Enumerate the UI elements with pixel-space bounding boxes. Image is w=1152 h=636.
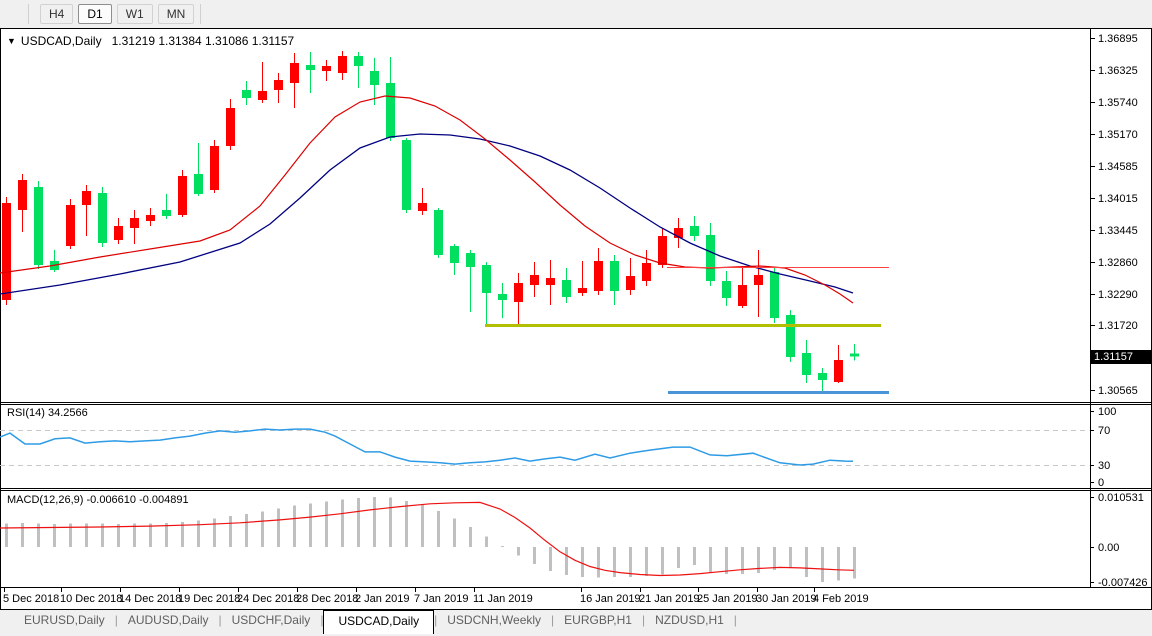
tab-audusd-daily[interactable]: AUDUSD,Daily bbox=[127, 613, 209, 627]
timeframe-toolbar: H4 D1 W1 MN bbox=[0, 0, 1152, 29]
price-axis[interactable] bbox=[1090, 30, 1152, 587]
rsi-indicator-label: RSI(14) 34.2566 bbox=[7, 407, 88, 419]
date-axis[interactable] bbox=[0, 588, 1090, 609]
tab-usdcnh-weekly[interactable]: USDCNH,Weekly bbox=[447, 613, 542, 627]
tab-eurgbp-h1[interactable]: EURGBP,H1 bbox=[564, 613, 632, 627]
symbol-tab-bar: EURUSD,Daily | AUDUSD,Daily | USDCHF,Daily | U… bbox=[0, 610, 1152, 636]
rsi-name: RSI(14) bbox=[7, 407, 45, 419]
tab-usdchf-daily[interactable]: USDCHF,Daily bbox=[231, 613, 311, 627]
chevron-down-icon[interactable]: ▼ bbox=[7, 36, 16, 46]
timeframe-button-w1[interactable]: W1 bbox=[116, 4, 153, 24]
tab-separator: | bbox=[733, 613, 737, 627]
chart-rsi-splitter[interactable] bbox=[0, 400, 1090, 406]
macd-values: -0.006610 -0.004891 bbox=[86, 494, 189, 506]
chart-symbol-label: USDCAD,Daily bbox=[20, 34, 102, 48]
rsi-value: 34.2566 bbox=[47, 407, 88, 419]
tab-eurusd-daily[interactable]: EURUSD,Daily bbox=[24, 613, 105, 627]
rsi-macd-splitter[interactable] bbox=[0, 486, 1090, 492]
tab-separator: | bbox=[114, 613, 118, 627]
toolbar-separator bbox=[200, 4, 202, 24]
timeframe-button-d1[interactable]: D1 bbox=[78, 4, 112, 24]
tab-separator: | bbox=[641, 613, 646, 627]
timeframe-button-mn[interactable]: MN bbox=[157, 4, 195, 24]
macd-indicator-label: MACD(12,26,9) -0.006610 -0.004891 bbox=[7, 494, 189, 506]
tab-nzdusd-h1[interactable]: NZDUSD,H1 bbox=[655, 613, 724, 627]
tab-separator: | bbox=[434, 613, 438, 627]
tab-separator: | bbox=[551, 613, 555, 627]
chart-ohlc-quote: 1.31219 1.31384 1.31086 1.31157 bbox=[111, 34, 295, 48]
macd-name: MACD(12,26,9) bbox=[7, 494, 84, 506]
chart-title: ▼ USDCAD,Daily 1.31219 1.31384 1.31086 1.3… bbox=[7, 34, 294, 48]
tab-usdcad-daily[interactable]: USDCAD,Daily bbox=[323, 610, 435, 634]
current-price-badge: 1.31157 bbox=[1091, 350, 1152, 364]
tab-separator: | bbox=[320, 613, 324, 627]
timeframe-button-h4[interactable]: H4 bbox=[40, 4, 74, 24]
tab-separator: | bbox=[218, 613, 222, 627]
toolbar-separator bbox=[28, 4, 29, 24]
timeframe-button-group: H4 D1 W1 MN bbox=[35, 4, 195, 24]
chart-plot-area[interactable] bbox=[0, 30, 1089, 401]
